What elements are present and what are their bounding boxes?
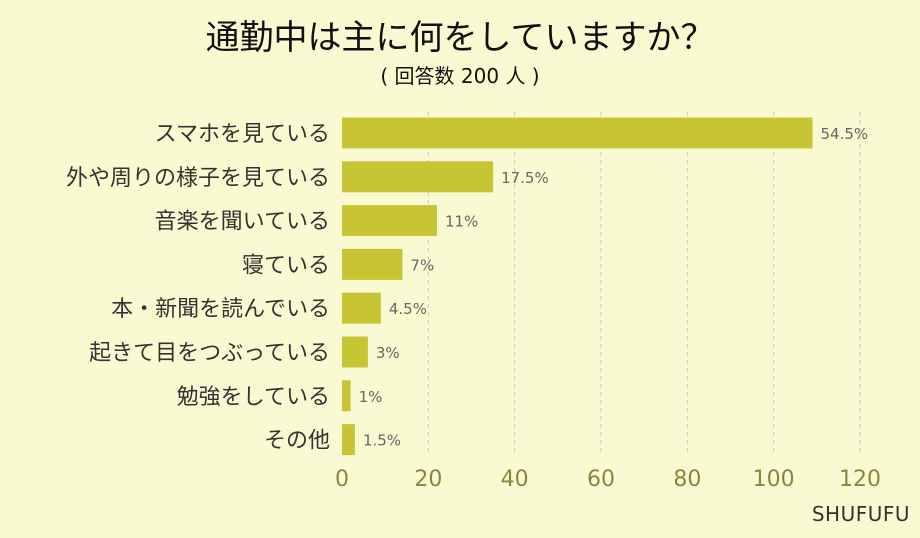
x-tick-label: 100 xyxy=(753,467,795,492)
bar xyxy=(342,380,351,412)
category-label: 音楽を聞いている xyxy=(155,210,330,235)
x-tick-label: 20 xyxy=(414,467,442,492)
category-label: 寝ている xyxy=(242,253,330,278)
bar xyxy=(342,161,494,193)
data-label: 11% xyxy=(445,213,478,231)
x-tick-label: 0 xyxy=(335,467,349,492)
data-label: 4.5% xyxy=(389,300,427,318)
bar xyxy=(342,424,355,456)
bar xyxy=(342,205,437,237)
bar xyxy=(342,336,368,368)
category-label: 勉強をしている xyxy=(177,385,330,410)
x-tick-label: 120 xyxy=(839,467,881,492)
data-label: 3% xyxy=(376,344,400,362)
x-tick-label: 80 xyxy=(673,467,701,492)
chart-subtitle: ( 回答数 200 人 ) xyxy=(380,64,540,88)
data-label: 7% xyxy=(410,256,434,274)
data-label: 54.5% xyxy=(821,125,869,143)
bar xyxy=(342,292,381,324)
category-label: 起きて目をつぶっている xyxy=(89,341,330,366)
x-tick-label: 40 xyxy=(501,467,529,492)
brand-logo-text: SHUFUFU xyxy=(811,502,910,526)
category-label: 外や周りの様子を見ている xyxy=(66,166,330,191)
data-label: 1% xyxy=(359,388,383,406)
category-label: 本・新聞を読んでいる xyxy=(111,297,330,322)
bar xyxy=(342,117,813,149)
x-tick-label: 60 xyxy=(587,467,615,492)
data-label: 1.5% xyxy=(363,432,401,450)
bar xyxy=(342,248,403,280)
category-label: スマホを見ている xyxy=(155,122,330,147)
data-label: 17.5% xyxy=(501,169,549,187)
category-label: その他 xyxy=(264,429,330,454)
chart-title: 通勤中は主に何をしていますか？ xyxy=(205,18,715,58)
